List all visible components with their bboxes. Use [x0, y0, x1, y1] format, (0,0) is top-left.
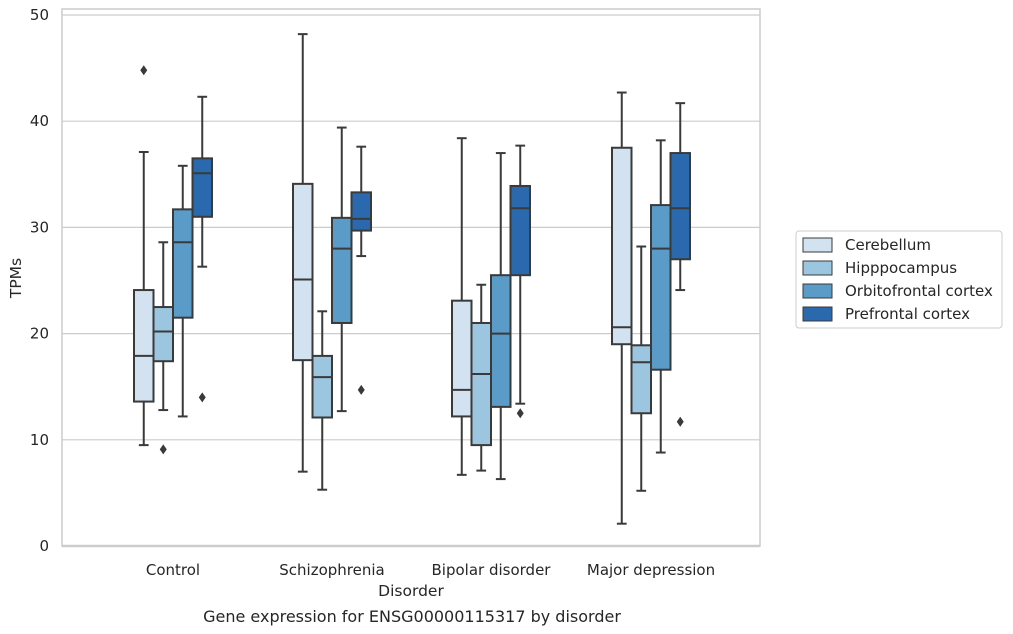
- box-cerebellum: [292, 33, 314, 473]
- x-tick-label: Control: [146, 561, 200, 579]
- y-axis-ticks: 0 10 20 30 40 50: [30, 6, 49, 555]
- y-tick-label: 0: [39, 537, 49, 555]
- legend-label: Cerebellum: [845, 236, 931, 254]
- box-prefrontal-cortex: [669, 102, 691, 427]
- box-body: [172, 208, 194, 319]
- box-orbitofrontal-cortex: [331, 126, 353, 413]
- legend-swatch: [802, 283, 833, 299]
- box-body: [470, 321, 492, 447]
- x-tick-label: Major depression: [587, 561, 715, 579]
- box-cerebellum: [133, 65, 155, 447]
- outlier-point: [357, 384, 365, 395]
- legend-swatch: [802, 306, 833, 322]
- box-body: [669, 152, 691, 261]
- box-hipppocampus: [630, 245, 652, 492]
- y-tick-label: 50: [30, 6, 49, 24]
- box-orbitofrontal-cortex: [172, 164, 194, 418]
- box-orbitofrontal-cortex: [490, 152, 512, 481]
- outlier-point: [676, 416, 684, 427]
- legend: Cerebellum Hipppocampus Orbitofrontal cort…: [795, 230, 1003, 329]
- outlier-point: [140, 65, 148, 76]
- box-body: [292, 182, 314, 362]
- y-axis-label: TPMs: [7, 258, 25, 299]
- box-hipppocampus: [311, 310, 333, 491]
- box-body: [331, 216, 353, 324]
- box-body: [350, 191, 372, 232]
- box-body: [133, 289, 155, 403]
- x-axis-ticks: Control Schizophrenia Bipolar disorder Majo…: [146, 561, 715, 579]
- outlier-point: [198, 392, 206, 403]
- box-body: [191, 157, 213, 218]
- legend-label: Orbitofrontal cortex: [845, 282, 993, 300]
- x-tick-label: Schizophrenia: [279, 561, 384, 579]
- y-tick-label: 20: [30, 325, 49, 343]
- box-body: [650, 204, 672, 371]
- box-cerebellum: [611, 91, 633, 525]
- box-body: [509, 184, 531, 277]
- x-tick-label: Bipolar disorder: [432, 561, 552, 579]
- chart-caption: Gene expression for ENSG00000115317 by d…: [203, 607, 621, 626]
- box-body: [490, 274, 512, 408]
- outlier-point: [159, 444, 167, 455]
- legend-label: Hipppocampus: [845, 259, 957, 277]
- legend-frame: [795, 230, 1003, 329]
- x-axis-label: Disorder: [378, 582, 444, 600]
- y-tick-label: 30: [30, 218, 49, 236]
- box-body: [630, 344, 652, 415]
- y-tick-label: 10: [30, 431, 49, 449]
- box-hipppocampus: [152, 241, 174, 455]
- y-tick-label: 40: [30, 112, 49, 130]
- plot-frame: [61, 8, 761, 547]
- box-body: [311, 354, 333, 419]
- box-orbitofrontal-cortex: [650, 139, 672, 454]
- box-prefrontal-cortex: [509, 144, 531, 419]
- legend-label: Prefrontal cortex: [845, 305, 970, 323]
- outlier-point: [516, 408, 524, 419]
- box-prefrontal-cortex: [350, 145, 372, 395]
- box-body: [611, 146, 633, 346]
- boxes: [133, 33, 691, 525]
- legend-swatch: [802, 237, 833, 253]
- box-body: [152, 306, 174, 363]
- legend-swatch: [802, 260, 833, 276]
- box-body: [451, 299, 473, 418]
- box-prefrontal-cortex: [191, 95, 213, 403]
